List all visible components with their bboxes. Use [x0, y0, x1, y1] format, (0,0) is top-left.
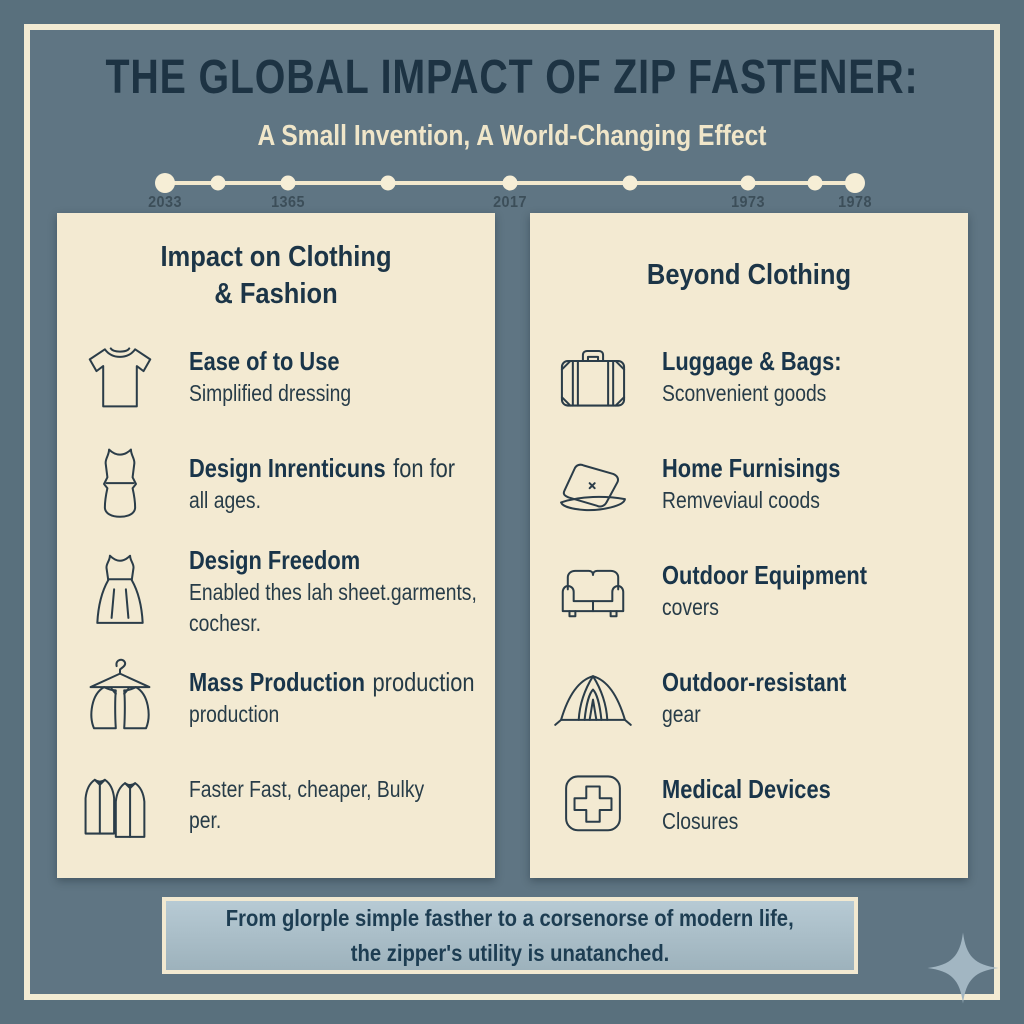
item-subtitle: Simplified dressing — [189, 380, 352, 407]
sofa-icon — [546, 546, 640, 636]
timeline-dot — [155, 173, 175, 193]
page-title: THE GLOBAL IMPACT OF ZIP FASTENER: — [105, 51, 919, 104]
item-title: Outdoor Equipment — [662, 560, 868, 591]
panel-beyond-clothing: Beyond Clothing Luggage & Bags: Sconveni… — [530, 213, 968, 878]
timeline-year: 1365 — [270, 194, 305, 211]
jackets-icon — [73, 760, 167, 850]
gown-icon — [73, 546, 167, 636]
timeline-dot — [502, 175, 518, 191]
list-item: Home Furnisings Remveviaul coods — [530, 430, 968, 537]
list-item: Ease of to Use Simplified dressing — [57, 323, 495, 430]
hanger-icon — [73, 653, 167, 743]
item-text: Luggage & Bags: Sconvenient goods — [662, 344, 849, 409]
panel-impact-clothing: Impact on Clothing & Fashion Ease of to … — [57, 213, 495, 878]
list-item: Outdoor Equipment covers — [530, 537, 968, 644]
timeline-dot — [807, 175, 823, 191]
item-subtitle: Sconvenient goods — [662, 380, 827, 407]
list-item: Faster Fast, cheaper, Bulky per. — [57, 751, 495, 858]
item-title: Luggage & Bags: — [662, 346, 842, 377]
list-item: Mass Production production production — [57, 644, 495, 751]
timeline-dot — [380, 175, 396, 191]
tent-icon — [546, 653, 640, 743]
footer-banner: From glorple simple fasther to a corseno… — [162, 897, 858, 974]
item-text: Ease of to Use Simplified dressing — [189, 344, 351, 409]
footer-text-line: the zipper's utility is unatanched. — [350, 939, 670, 966]
sparkle-icon — [927, 932, 999, 1004]
panel-title-line: Beyond Clothing — [646, 259, 852, 292]
timeline-dot — [210, 175, 226, 191]
timeline-dot — [740, 175, 756, 191]
item-text: Design Inrenticuns fon for all ages. — [189, 451, 455, 516]
page-subtitle: A Small Invention, A World-Changing Effe… — [257, 120, 767, 152]
item-subtitle: cochesr. — [189, 609, 261, 636]
item-title: Design Freedom — [189, 544, 361, 575]
item-title-suffix: fon for — [393, 453, 456, 484]
item-text: Outdoor Equipment covers — [662, 558, 875, 623]
item-subtitle: Closures — [662, 808, 739, 835]
medical-cross-icon — [546, 760, 640, 850]
panel-title: Beyond Clothing — [556, 213, 941, 323]
timeline-dot — [845, 173, 865, 193]
item-text: Mass Production production production — [189, 665, 475, 730]
footer-text-line: From glorple simple fasther to a corseno… — [226, 905, 794, 931]
item-subtitle: Remveviaul coods — [662, 487, 820, 514]
item-title: Home Furnisings — [662, 453, 841, 484]
item-text: Faster Fast, cheaper, Bulky per. — [189, 774, 424, 835]
panel-title-line: & Fashion — [214, 278, 338, 310]
item-subtitle: production — [189, 701, 280, 728]
suitcase-icon — [546, 332, 640, 422]
list-item: Medical Devices Closures — [530, 751, 968, 858]
item-subtitle: Enabled thes lah sheet.garments, — [189, 579, 477, 606]
timeline-year: 1973 — [731, 194, 765, 211]
list-item: Design Inrenticuns fon for all ages. — [57, 430, 495, 537]
item-title: Design Inrenticuns — [189, 453, 386, 484]
item-title: Ease of to Use — [189, 346, 340, 377]
timeline-dot — [622, 175, 638, 191]
dress-icon — [73, 439, 167, 529]
list-item: Design Freedom Enabled thes lah sheet.ga… — [57, 537, 495, 644]
item-subtitle: Faster Fast, cheaper, Bulky — [189, 776, 425, 803]
item-subtitle: covers — [662, 594, 719, 621]
item-subtitle: per. — [189, 806, 222, 833]
timeline: 2033 1365 2017 1973 1978 — [148, 172, 871, 220]
item-subtitle: gear — [662, 701, 701, 728]
item-text: Design Freedom Enabled thes lah sheet.ga… — [189, 543, 477, 638]
tshirt-icon — [73, 332, 167, 422]
item-title-suffix: production — [372, 667, 475, 698]
item-text: Outdoor-resistant gear — [662, 665, 854, 730]
item-text: Medical Devices Closures — [662, 772, 838, 837]
item-text: Home Furnisings Remveviaul coods — [662, 451, 848, 516]
list-item: Luggage & Bags: Sconvenient goods — [530, 323, 968, 430]
timeline-dot — [280, 175, 296, 191]
item-title: Mass Production — [189, 667, 365, 698]
pillow-icon — [546, 439, 640, 529]
item-title: Outdoor-resistant — [662, 667, 847, 698]
list-item: Outdoor-resistant gear — [530, 644, 968, 751]
timeline-year: 2017 — [493, 194, 527, 211]
item-subtitle: all ages. — [189, 487, 261, 514]
timeline-year: 1978 — [838, 194, 872, 211]
timeline-year: 2033 — [148, 194, 182, 211]
panel-title-line: Impact on Clothing — [160, 240, 392, 273]
item-title: Medical Devices — [662, 774, 831, 805]
panel-title: Impact on Clothing & Fashion — [83, 213, 468, 323]
